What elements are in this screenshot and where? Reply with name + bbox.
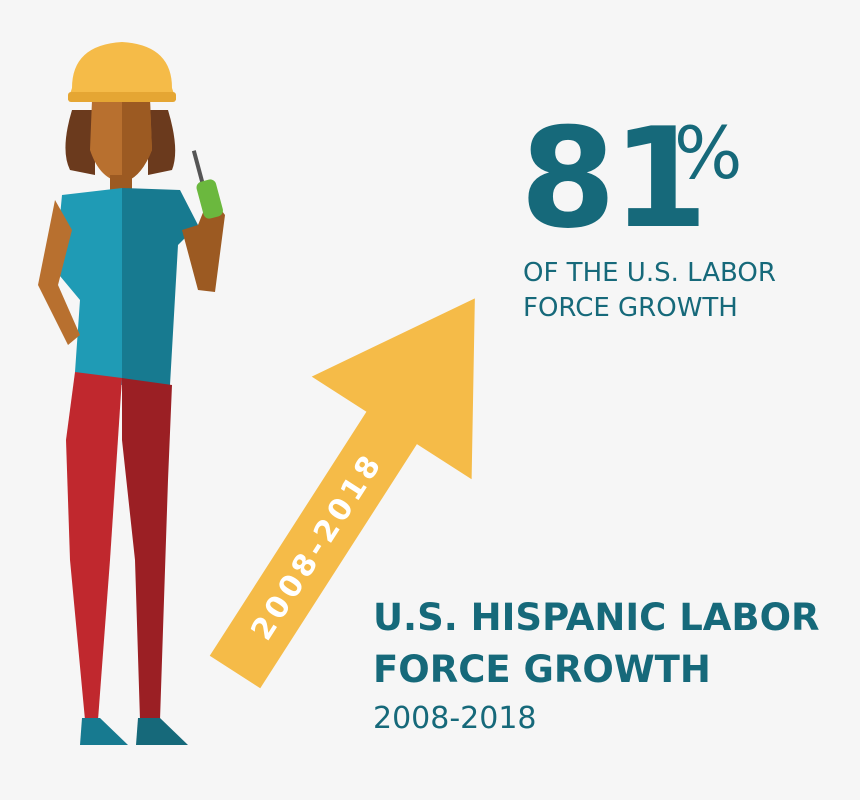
stat-number: 81 bbox=[520, 98, 704, 259]
title: FORCE GROWTH bbox=[373, 648, 711, 691]
stat-caption: FORCE GROWTH bbox=[523, 293, 738, 323]
worker-illustration bbox=[38, 42, 225, 745]
subtitle: 2008-2018 bbox=[373, 701, 537, 736]
stat-unit: % bbox=[674, 111, 742, 195]
title: U.S. HISPANIC LABOR bbox=[373, 596, 820, 639]
stat-caption: OF THE U.S. LABOR bbox=[523, 258, 776, 288]
arrow-shape bbox=[209, 298, 475, 689]
